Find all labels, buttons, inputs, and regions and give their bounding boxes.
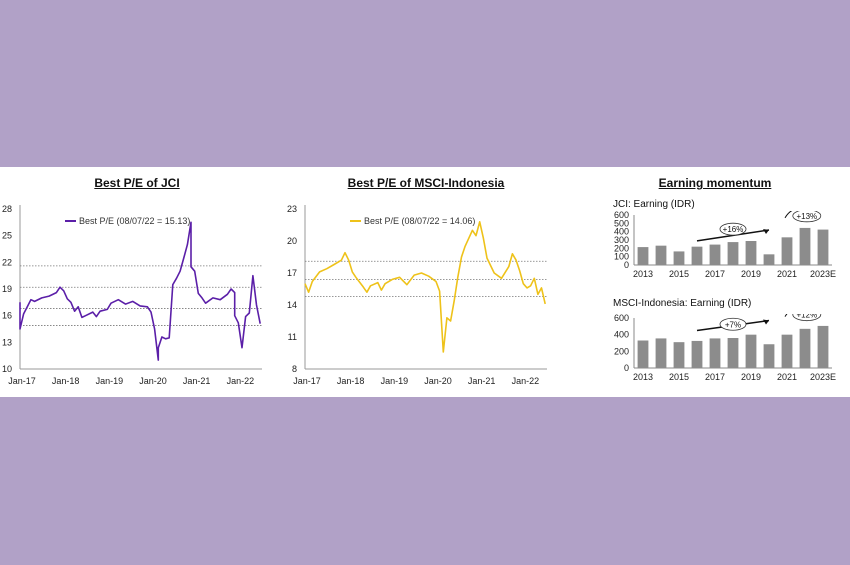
x-tick-label: Jan-17 — [8, 376, 36, 386]
trend-arrowhead — [763, 229, 769, 234]
x-tick-label: Jan-18 — [337, 376, 365, 386]
y-tick-label: 10 — [2, 364, 12, 374]
annotation-label: +12% — [796, 314, 817, 320]
bar — [655, 245, 667, 265]
bar — [745, 241, 757, 265]
bar — [799, 227, 811, 265]
y-tick-label: 600 — [614, 211, 629, 220]
y-tick-label: 200 — [614, 243, 629, 253]
bar — [817, 229, 829, 265]
chart-strip: Best P/E of JCI 10 13 16 19 22 25 28 Jan-17 Jan-… — [0, 167, 850, 397]
x-tick-label: Jan-17 — [293, 376, 321, 386]
y-tick-label: 28 — [2, 204, 12, 214]
y-tick-label: 11 — [288, 332, 297, 342]
earning-momentum-title: Earning momentum — [658, 176, 772, 190]
y-tick-label: 8 — [292, 364, 297, 374]
x-tick-label: 2013 — [633, 269, 653, 279]
x-tick-label: Jan-18 — [52, 376, 80, 386]
x-tick-label: Jan-21 — [468, 376, 496, 386]
bar — [673, 342, 685, 368]
y-tick-label: 16 — [2, 311, 12, 321]
x-tick-label: 2019 — [741, 372, 761, 382]
x-tick-label: 2019 — [741, 269, 761, 279]
series-line — [304, 221, 546, 353]
jci-earning-subtitle: JCI: Earning (IDR) — [613, 199, 695, 210]
bar — [637, 340, 649, 368]
msci-pe-chart: 8 11 14 17 20 23 Jan-17 Jan-18 Jan-19 Jan-20 Jan-2… — [287, 204, 547, 386]
growth-arrow — [784, 314, 788, 317]
x-tick-label: Jan-20 — [424, 376, 452, 386]
bar — [709, 244, 721, 265]
x-tick-label: Jan-19 — [96, 376, 124, 386]
bar — [763, 344, 775, 368]
annotation-label: +13% — [796, 212, 817, 221]
y-tick-label: 0 — [624, 260, 629, 270]
y-tick-label: 23 — [287, 204, 297, 214]
x-tick-label: 2021 — [777, 269, 797, 279]
y-tick-label: 400 — [614, 227, 629, 237]
bar — [637, 247, 649, 265]
bar — [691, 340, 703, 368]
y-tick-label: 22 — [2, 257, 12, 267]
x-tick-label: Jan-22 — [512, 376, 540, 386]
x-tick-label: 2023E — [810, 269, 836, 279]
bar — [727, 338, 739, 368]
legend-label: Best P/E (08/07/22 = 14.06) — [364, 216, 475, 226]
bar — [727, 242, 739, 265]
trend-arrowhead — [763, 319, 769, 325]
y-tick-label: 13 — [2, 337, 12, 347]
y-tick-label: 100 — [614, 252, 629, 262]
annotation-label: +16% — [723, 225, 744, 234]
x-tick-label: 2015 — [669, 372, 689, 382]
x-tick-label: Jan-22 — [227, 376, 255, 386]
x-tick-label: 2023E — [810, 372, 836, 382]
x-tick-label: 2015 — [669, 269, 689, 279]
y-tick-label: 20 — [287, 236, 297, 246]
series-line — [19, 221, 261, 361]
annotation-bubble — [792, 314, 822, 322]
annotation-bubble — [792, 211, 822, 223]
y-tick-label: 25 — [2, 231, 12, 241]
x-tick-label: 2017 — [705, 269, 725, 279]
x-tick-label: 2021 — [777, 372, 797, 382]
msci-earning-chart: 0 200 400 600 2013 2015 2017 2019 2021 2023E +7% +1… — [614, 314, 836, 382]
x-tick-label: 2013 — [633, 372, 653, 382]
msci-pe-title: Best P/E of MSCI-Indonesia — [347, 176, 505, 190]
y-tick-label: 500 — [614, 218, 629, 228]
x-tick-label: Jan-19 — [381, 376, 409, 386]
bar — [781, 237, 793, 265]
bar — [763, 254, 775, 265]
annotation-label: +7% — [725, 320, 741, 329]
y-tick-label: 19 — [2, 284, 12, 294]
bar — [799, 328, 811, 368]
y-tick-label: 400 — [614, 330, 629, 340]
bar — [655, 338, 667, 368]
y-tick-label: 200 — [614, 346, 629, 356]
x-tick-label: 2017 — [705, 372, 725, 382]
bar — [691, 246, 703, 265]
x-tick-label: Jan-20 — [139, 376, 167, 386]
growth-arrow — [784, 211, 793, 219]
y-tick-label: 14 — [287, 300, 297, 310]
bar — [781, 334, 793, 368]
msci-earning-subtitle: MSCI-Indonesia: Earning (IDR) — [613, 298, 752, 309]
x-tick-label: Jan-21 — [183, 376, 211, 386]
annotation-bubble — [719, 317, 747, 331]
y-tick-label: 300 — [614, 235, 629, 245]
bar — [745, 334, 757, 368]
y-tick-label: 0 — [624, 363, 629, 373]
y-tick-label: 600 — [614, 314, 629, 323]
jci-pe-chart: 10 13 16 19 22 25 28 Jan-17 Jan-18 Jan-19 Jan-20 Ja… — [2, 204, 262, 386]
bar — [817, 325, 829, 368]
y-tick-label: 17 — [287, 268, 297, 278]
legend-label: Best P/E (08/07/22 = 15.13) — [79, 216, 190, 226]
bar — [673, 251, 685, 265]
bar — [709, 338, 721, 368]
annotation-bubble — [719, 222, 747, 236]
jci-pe-title: Best P/E of JCI — [94, 176, 180, 190]
